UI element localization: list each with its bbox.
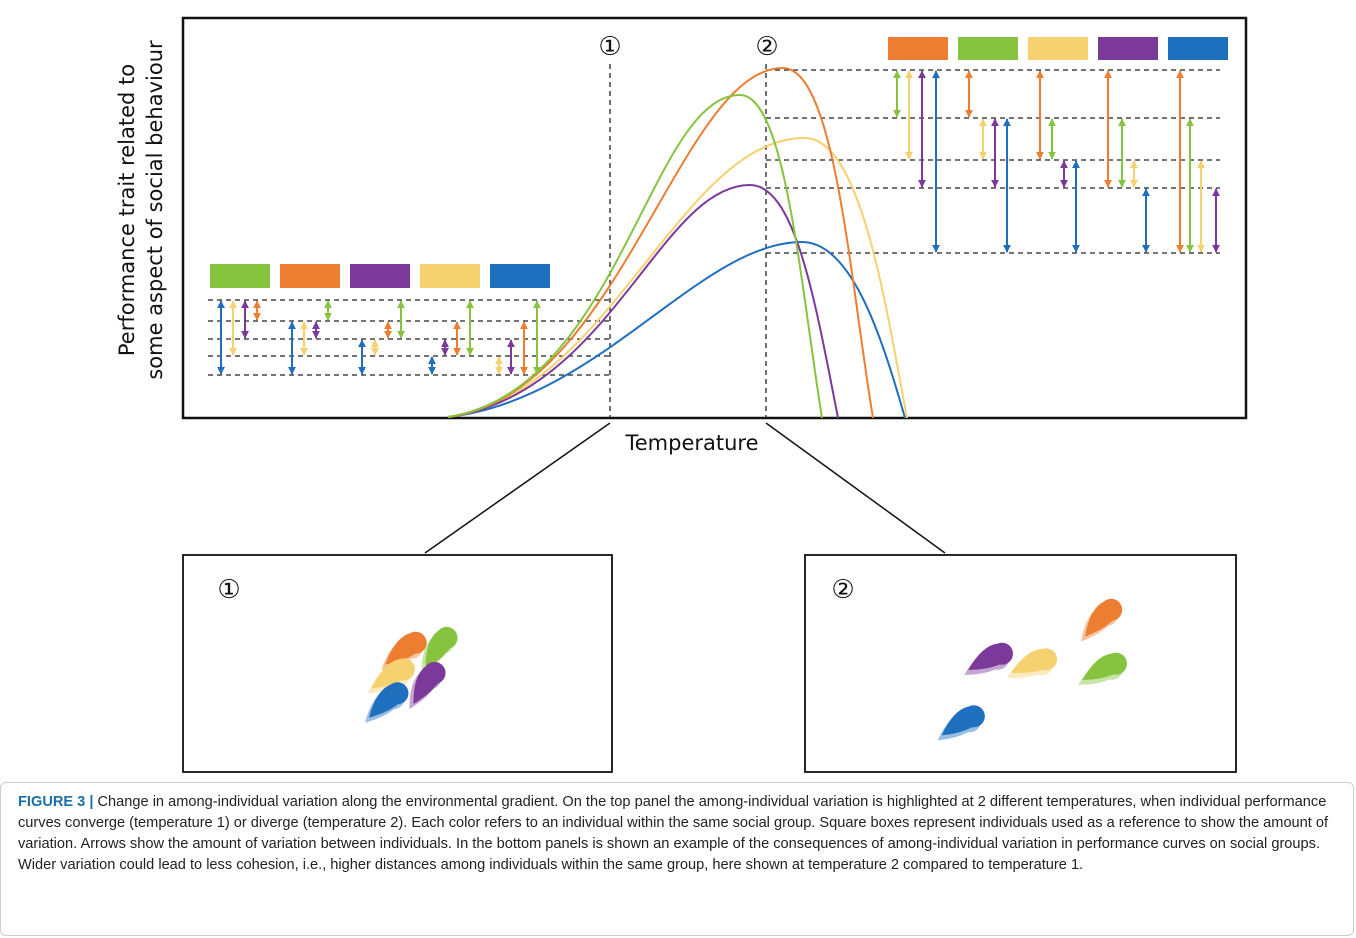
- curve: [447, 240, 906, 419]
- zoom-line: [765, 422, 946, 554]
- curve: [447, 183, 839, 419]
- y-axis-label: some aspect of social behaviour: [143, 40, 167, 380]
- caption-text: Change in among-individual variation alo…: [18, 794, 1329, 873]
- individuals: [356, 594, 1129, 742]
- x-axis-label: Temperature: [624, 431, 758, 455]
- panel-label: ①: [217, 575, 240, 605]
- panel: [804, 554, 1237, 773]
- curve: [447, 136, 908, 419]
- zoom-line: [424, 422, 611, 554]
- individual: [1078, 650, 1129, 682]
- panel: [182, 554, 613, 773]
- individual: [964, 640, 1015, 672]
- reference-box: [1028, 37, 1088, 60]
- reference-box: [1098, 37, 1158, 60]
- reference-box: [350, 264, 410, 288]
- reference-box: [420, 264, 480, 288]
- reference-box: [888, 37, 948, 60]
- reference-box: [280, 264, 340, 288]
- curve: [447, 93, 823, 419]
- panel-label: ②: [831, 575, 854, 605]
- marker: ①: [598, 32, 621, 62]
- figure: Performance trait related to some aspect…: [115, 16, 1248, 773]
- main-frame: [181, 16, 1248, 420]
- caption: FIGURE 3 | Change in among-individual va…: [0, 782, 1354, 936]
- y-axis-label: Performance trait related to: [115, 64, 139, 356]
- reference-box: [490, 264, 550, 288]
- reference-box: [958, 37, 1018, 60]
- reference-lines: [208, 69, 1220, 376]
- caption-label: FIGURE 3 |: [18, 794, 94, 810]
- variation-arrows: [217, 70, 1220, 375]
- reference-boxes: [210, 37, 1228, 288]
- reference-box: [210, 264, 270, 288]
- marker: ②: [755, 32, 778, 62]
- reference-box: [1168, 37, 1228, 60]
- curve: [447, 66, 874, 419]
